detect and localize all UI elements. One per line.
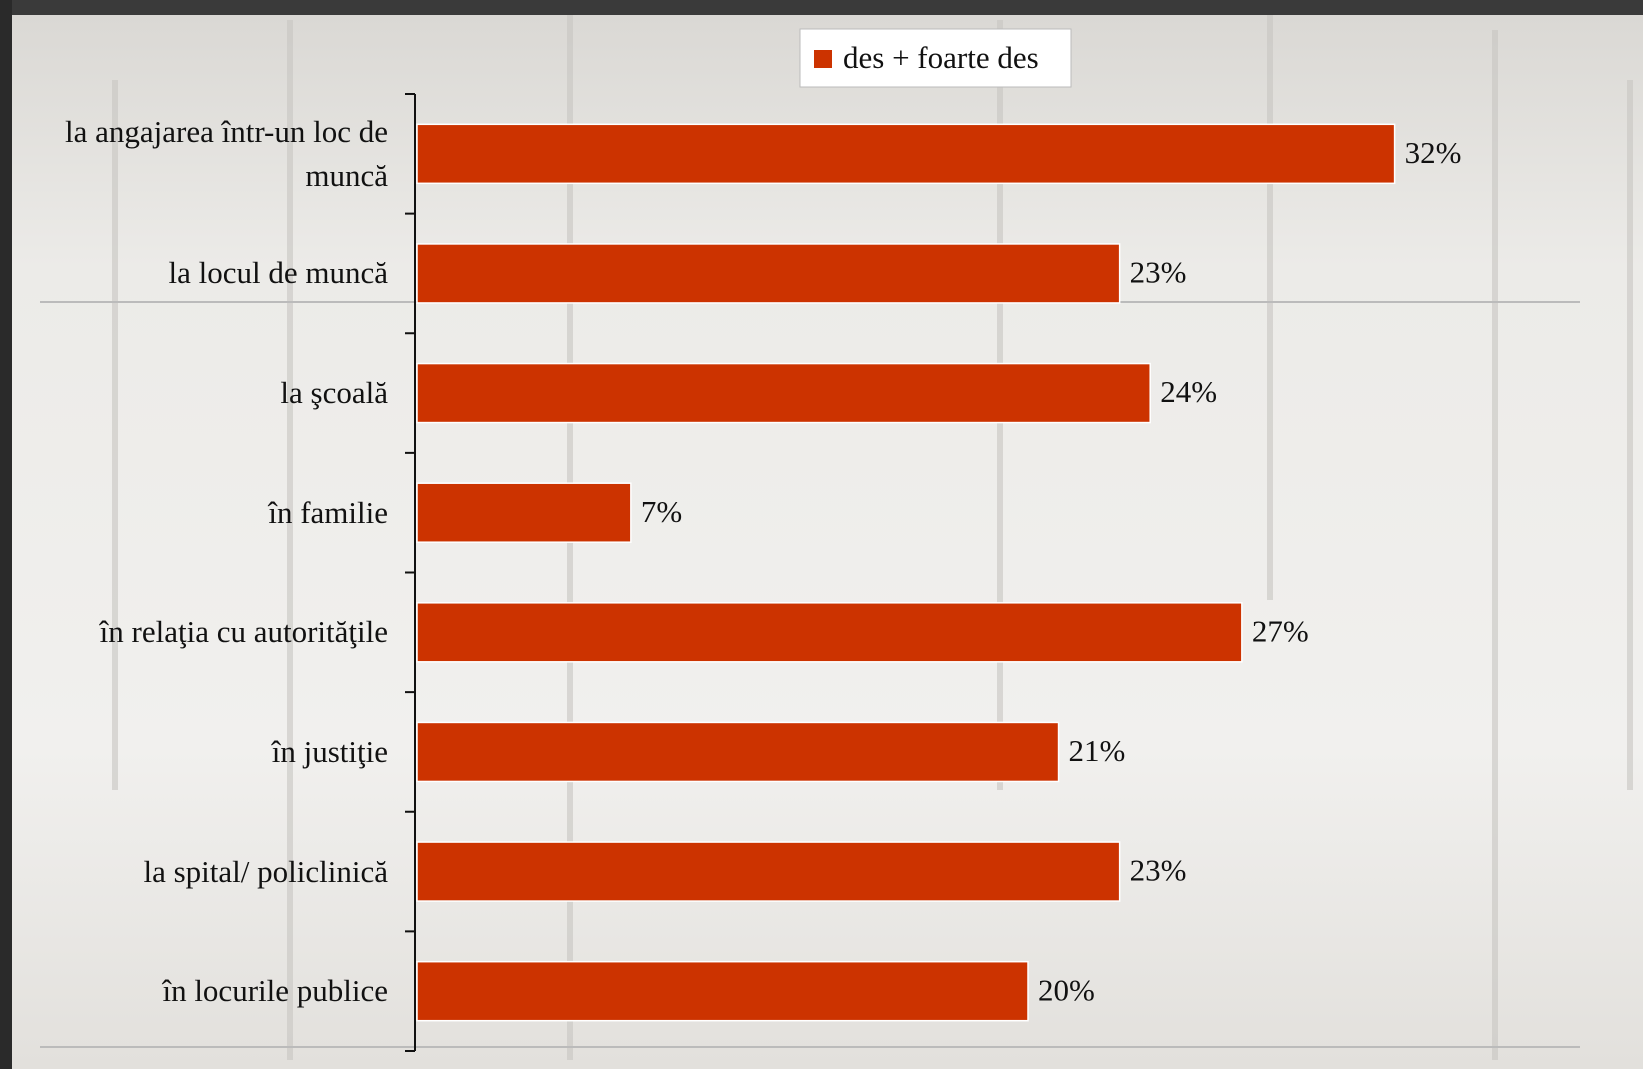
legend-label: des + foarte des <box>843 40 1039 75</box>
bar <box>416 841 1121 902</box>
y-tick-label: în justiţie <box>271 733 388 769</box>
data-label: 27% <box>1252 613 1309 648</box>
y-tick-label: la locul de muncă <box>168 255 389 291</box>
data-label: 23% <box>1130 255 1187 290</box>
data-label: 20% <box>1038 972 1095 1007</box>
frame-left <box>0 0 12 1069</box>
y-tick-label: la angajarea într-un loc de muncă <box>65 113 388 193</box>
bar <box>416 482 632 543</box>
bar <box>416 721 1060 783</box>
bar <box>416 362 1151 424</box>
bar <box>416 960 1029 1022</box>
frame-top <box>0 0 1643 15</box>
data-label: 32% <box>1405 135 1462 170</box>
data-label: 23% <box>1130 853 1187 888</box>
bar <box>416 243 1121 304</box>
y-tick-label: în familie <box>268 494 388 530</box>
y-tick-label: la spital/ policlinică <box>143 853 389 889</box>
y-tick-label: în relaţia cu autorităţile <box>99 614 388 650</box>
data-label: 21% <box>1069 733 1126 768</box>
legend-box <box>799 28 1072 88</box>
bar <box>416 123 1396 185</box>
data-label: 24% <box>1160 374 1217 409</box>
legend-swatch <box>814 50 832 68</box>
legend: des + foarte des <box>799 28 1072 88</box>
y-tick-label: în locurile publice <box>162 973 388 1009</box>
y-tick-label: la şcoală <box>280 375 388 411</box>
data-label: 7% <box>641 494 682 529</box>
bar <box>416 602 1243 663</box>
